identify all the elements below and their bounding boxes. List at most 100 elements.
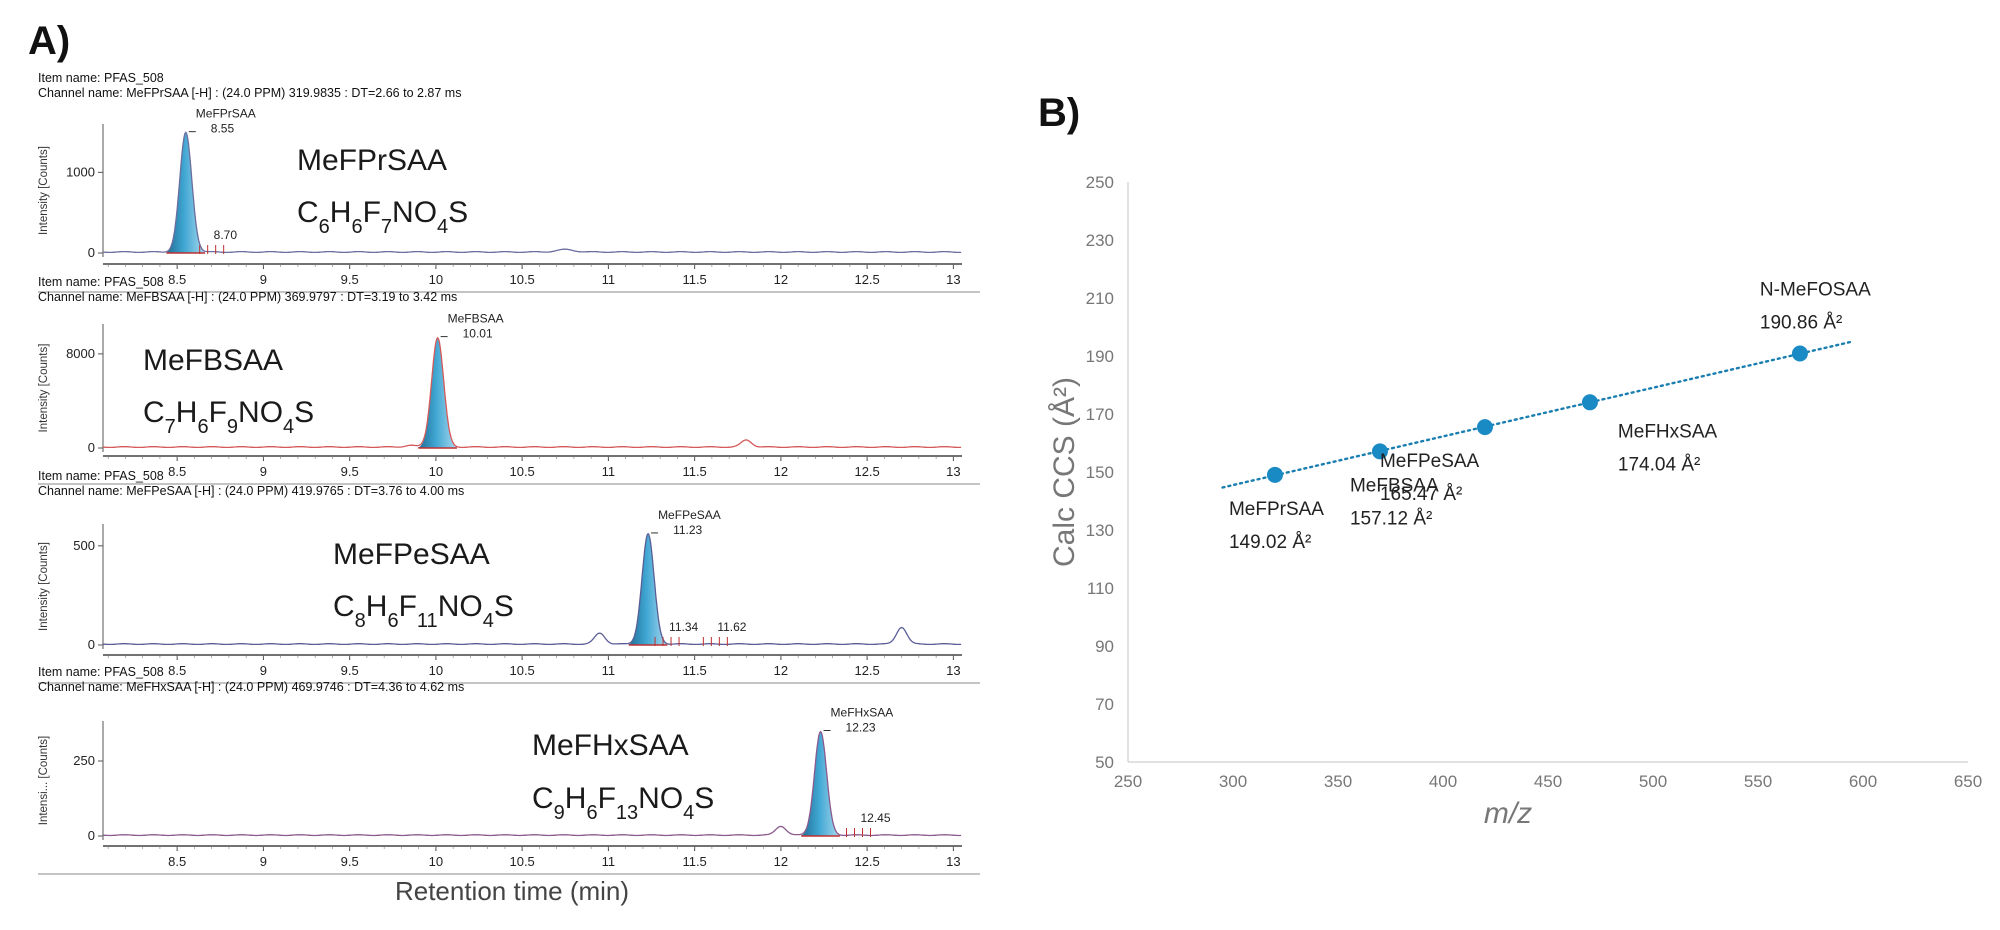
trace-line — [103, 730, 962, 837]
y-tick-label: 210 — [1086, 289, 1114, 308]
channel-name: Channel name: MeFPrSAA [-H] : (24.0 PPM)… — [38, 86, 461, 100]
secondary-peak-label: 11.34 — [669, 620, 698, 634]
y-tick-label: 0 — [88, 637, 95, 652]
point-name-label: N-MeFOSAA — [1760, 280, 1871, 301]
x-tick-label: 11.5 — [682, 663, 706, 678]
x-tick-label: 8.5 — [168, 854, 186, 869]
compound-formula: C6H6F7NO4S — [297, 196, 468, 238]
data-point-mefpesaa — [1476, 419, 1493, 436]
y-tick-label: 250 — [73, 753, 95, 768]
x-tick-label: 12.5 — [854, 464, 879, 479]
x-tick-label: 650 — [1954, 772, 1982, 791]
x-tick-label: 12.5 — [854, 663, 879, 678]
point-ccs-label: 165.47 Å² — [1380, 484, 1462, 505]
y-tick-label: 170 — [1086, 405, 1114, 424]
data-point-mefhxsaa — [1581, 394, 1598, 411]
x-tick-label: 11 — [602, 272, 616, 287]
peak-fill — [801, 732, 840, 836]
y-axis-label: Intensity [Counts] — [38, 542, 50, 631]
x-tick-label: 9.5 — [341, 854, 359, 869]
x-tick-label: 10.5 — [509, 663, 534, 678]
point-ccs-label: 157.12 Å² — [1350, 508, 1432, 529]
x-tick-label: 9 — [260, 464, 267, 479]
x-tick-label: 12 — [774, 464, 788, 479]
y-tick-label: 250 — [1086, 173, 1114, 192]
y-tick-label: 190 — [1086, 347, 1114, 366]
x-tick-label: 11.5 — [682, 272, 706, 287]
y-axis-label: Intensity [Counts] — [38, 344, 50, 433]
point-name-label: MeFPrSAA — [1229, 499, 1324, 520]
peak-fill — [166, 133, 206, 253]
peak-label-name: MeFPrSAA — [196, 107, 256, 121]
panel-b-ccs-chart: 50 70 90 110 130 150 170 190 210 230 250 250 300 350 4… — [1048, 173, 1982, 830]
item-name: Item name: PFAS_508 — [38, 469, 164, 483]
compound-formula: C8H6F11NO4S — [333, 590, 514, 632]
x-tick-label: 500 — [1639, 772, 1667, 791]
peak-fill — [418, 338, 457, 448]
x-tick-label: 8.5 — [168, 272, 186, 287]
x-tick-label: 350 — [1324, 772, 1352, 791]
panel-a-label: A) — [28, 19, 70, 63]
item-name: Item name: PFAS_508 — [38, 665, 164, 679]
channel-name: Channel name: MeFHxSAA [-H] : (24.0 PPM)… — [38, 680, 464, 694]
x-axis-label: m/z — [1484, 797, 1532, 830]
panel-b-label: B) — [1038, 91, 1080, 135]
y-axis-label: Intensity [Counts] — [38, 146, 50, 235]
x-tick-label: 10 — [429, 663, 443, 678]
data-point-n-mefosaa — [1791, 345, 1808, 362]
x-tick-label: 11 — [602, 663, 616, 678]
compound-formula: C7H6F9NO4S — [143, 396, 314, 438]
x-tick-label: 250 — [1114, 772, 1142, 791]
point-name-label: MeFPeSAA — [1380, 451, 1480, 472]
x-tick-label: 8.5 — [168, 464, 186, 479]
secondary-peak-label: 11.62 — [717, 620, 746, 634]
peak-fill — [628, 535, 668, 645]
x-tick-label: 13 — [946, 663, 960, 678]
trace-line — [103, 131, 962, 254]
x-tick-label: 9 — [260, 854, 267, 869]
y-tick-label: 150 — [1086, 463, 1114, 482]
x-tick-label: 9.5 — [341, 272, 359, 287]
y-axis-label: Intensi... [Counts] — [38, 736, 50, 826]
x-tick-label: 9 — [260, 272, 267, 287]
x-tick-label: 12 — [774, 854, 788, 869]
secondary-peak-label: 12.45 — [861, 811, 891, 825]
peak-label-name: MeFHxSAA — [831, 706, 894, 720]
secondary-peak-label: 8.70 — [214, 228, 238, 242]
compound-name: MeFPrSAA — [297, 144, 447, 177]
x-tick-label: 400 — [1429, 772, 1457, 791]
item-name: Item name: PFAS_508 — [38, 71, 164, 85]
compound-formula: C9H6F13NO4S — [532, 782, 714, 824]
x-tick-label: 12 — [774, 663, 788, 678]
point-name-label: MeFBSAA — [1350, 475, 1439, 496]
data-point-mefprsaa — [1266, 466, 1283, 483]
y-tick-label: 8000 — [66, 346, 95, 361]
y-axis-label: Calc CCS (Å²) — [1048, 377, 1081, 567]
retention-time-axis-label: Retention time (min) — [395, 876, 629, 906]
x-tick-label: 10 — [429, 272, 443, 287]
x-tick-label: 12.5 — [854, 272, 879, 287]
point-ccs-label: 190.86 Å² — [1760, 313, 1842, 334]
peak-label-rt: 12.23 — [846, 721, 876, 735]
y-tick-label: 1000 — [66, 164, 95, 179]
x-tick-label: 9.5 — [341, 663, 359, 678]
x-tick-label: 10.5 — [509, 854, 534, 869]
data-point-mefbsaa — [1371, 443, 1388, 460]
point-ccs-label: 174.04 Å² — [1618, 454, 1700, 475]
x-tick-label: 12.5 — [854, 854, 879, 869]
trace-line — [102, 532, 962, 646]
point-name-label: MeFHxSAA — [1618, 421, 1718, 442]
x-tick-label: 9 — [260, 663, 267, 678]
y-tick-label: 50 — [1095, 753, 1114, 772]
peak-label-name: MeFPeSAA — [658, 508, 721, 522]
x-tick-label: 13 — [946, 854, 960, 869]
x-tick-label: 9.5 — [341, 464, 359, 479]
x-tick-label: 10 — [429, 854, 443, 869]
x-tick-label: 12 — [774, 272, 788, 287]
